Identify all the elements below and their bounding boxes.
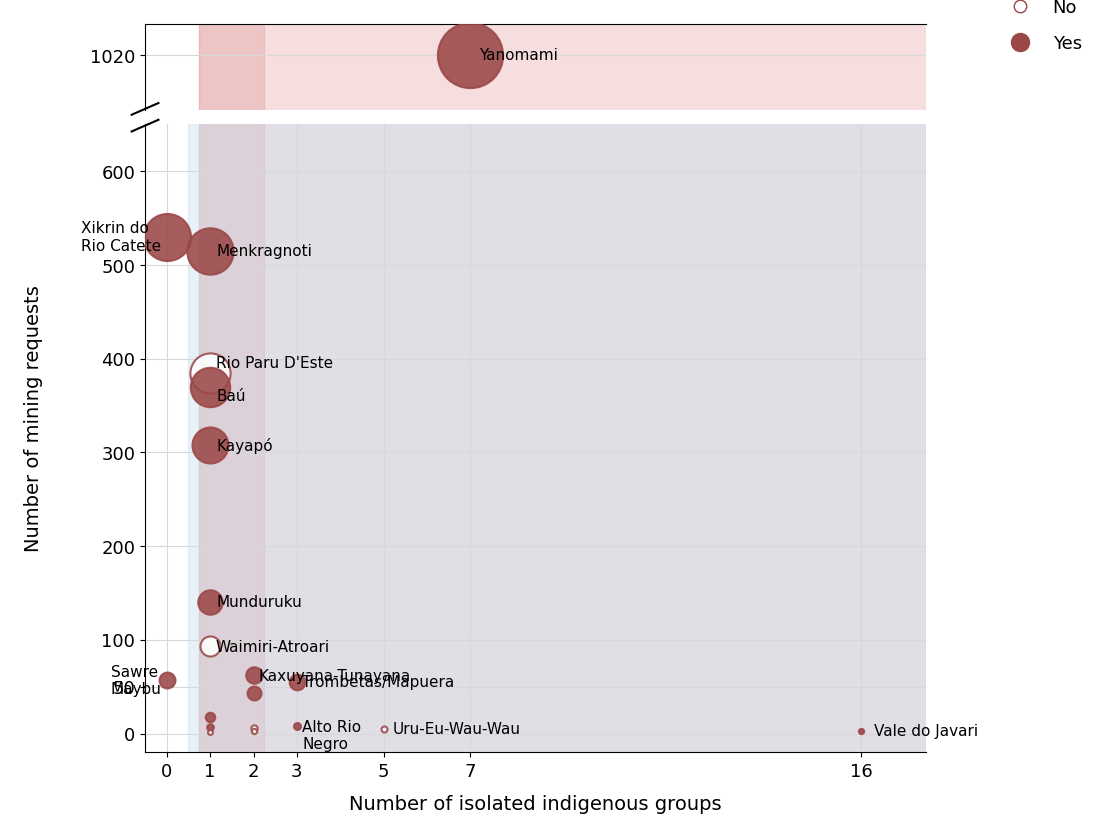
Text: Uru-Eu-Wau-Wau: Uru-Eu-Wau-Wau [392,721,520,737]
Bar [188,0,925,836]
Point [288,675,306,689]
Point [852,724,870,737]
Point [201,710,219,723]
Text: Yanomami: Yanomami [478,48,558,64]
Point [201,725,219,738]
Text: Vale do Javari: Vale do Javari [873,723,978,738]
Text: Munduruku: Munduruku [216,595,302,610]
Point [201,596,219,609]
Point [288,720,306,733]
Text: Number of mining requests: Number of mining requests [23,285,43,551]
Point [201,721,219,734]
Point [244,669,262,682]
Bar [200,0,264,836]
Text: Rio Paru D'Este: Rio Paru D'Este [216,356,333,371]
Point [244,721,262,735]
Text: Waimiri-Atroari: Waimiri-Atroari [215,639,329,654]
Point [244,686,262,700]
Text: Sawre
Maybu: Sawre Maybu [110,664,162,696]
Text: Baú: Baú [216,389,245,404]
Text: Kaxuyana-Tunayana: Kaxuyana-Tunayana [259,668,410,683]
Text: Alto Rio
Negro: Alto Rio Negro [302,719,361,752]
Bar [200,0,925,836]
Text: Menkragnoti: Menkragnoti [216,244,312,259]
Point [201,640,219,653]
Point [201,245,219,258]
Text: Kayapó: Kayapó [216,437,273,453]
Point [201,366,219,380]
Point [157,231,175,244]
Legend: No, Yes: No, Yes [995,0,1088,60]
Point [201,380,219,394]
Bar [200,0,264,836]
Point [201,439,219,452]
Bar [200,0,925,836]
Point [375,722,392,736]
Point [244,724,262,737]
Point [157,674,175,687]
Point [462,49,479,63]
X-axis label: Number of isolated indigenous groups: Number of isolated indigenous groups [349,794,721,813]
Text: Trombetas/Mapuera: Trombetas/Mapuera [302,675,454,690]
Text: Xikrin do
Rio Catete: Xikrin do Rio Catete [81,221,162,253]
